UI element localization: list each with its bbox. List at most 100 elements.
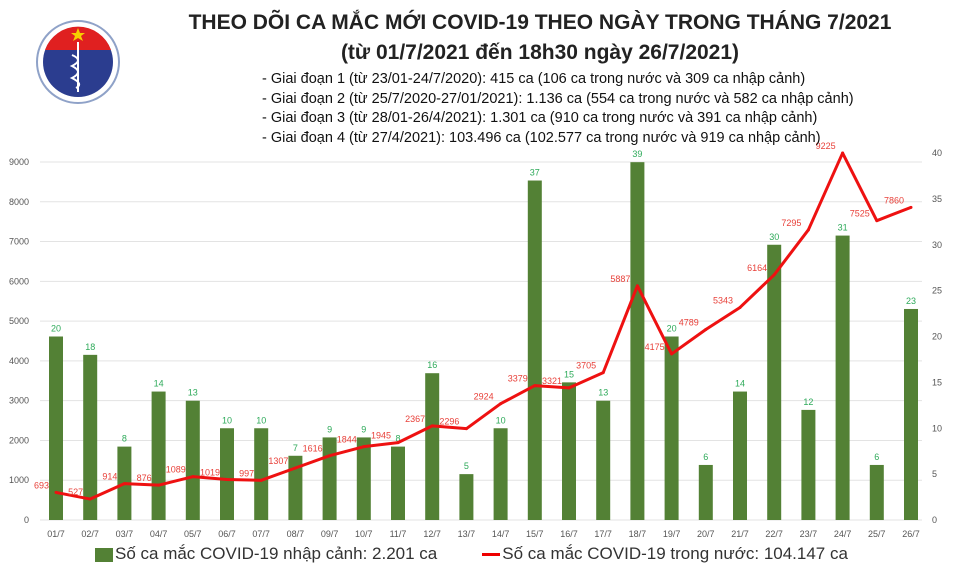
line-point <box>533 384 537 388</box>
bar-data-label: 12 <box>803 397 813 407</box>
x-tick-label: 06/7 <box>218 529 236 539</box>
line-data-label: 876 <box>137 473 152 483</box>
bar-data-label: 8 <box>395 434 400 444</box>
right-tick-label: 5 <box>932 469 937 479</box>
line-point <box>635 284 639 288</box>
line-data-label: 997 <box>239 468 254 478</box>
bar-data-label: 14 <box>154 379 164 389</box>
line-point <box>738 305 742 309</box>
left-tick-label: 8000 <box>9 197 29 207</box>
bar-data-label: 20 <box>667 324 677 334</box>
line-data-label: 527 <box>68 487 83 497</box>
bar <box>185 400 200 520</box>
line-point <box>430 424 434 428</box>
line-data-label: 7295 <box>781 218 801 228</box>
axes: 0 1000 2000 3000 4000 5000 6000 7000 8000 9000 0 5 1… <box>9 148 942 539</box>
x-tick-label: 21/7 <box>731 529 749 539</box>
bar <box>767 244 782 520</box>
chart-title: THEO DÕI CA MẮC MỚI COVID-19 THEO NGÀY T… <box>150 8 930 68</box>
x-tick-label: 25/7 <box>868 529 886 539</box>
bars: 20 18 8 14 13 10 10 7 9 9 8 16 5 10 37 15 13 39 20 6 14 30 12 3… <box>49 149 918 521</box>
note: - Giai đoạn 4 (từ 27/4/2021): 103.496 ca… <box>262 129 821 146</box>
bar-data-label: 10 <box>496 415 506 425</box>
notes: - Giai đoạn 1 (từ 23/01-24/7/2020): 415 … <box>262 70 854 148</box>
right-tick-label: 25 <box>932 286 942 296</box>
line-point <box>293 466 297 470</box>
bar-data-label: 20 <box>51 324 61 334</box>
line-point <box>396 441 400 445</box>
x-tick-label: 05/7 <box>184 529 202 539</box>
note: - Giai đoạn 1 (từ 23/01-24/7/2020): 415 … <box>262 71 806 87</box>
x-tick-label: 11/7 <box>390 529 407 539</box>
bar-data-label: 37 <box>530 168 540 178</box>
right-tick-label: 10 <box>932 423 942 433</box>
bar <box>254 428 269 520</box>
line-point <box>122 482 126 486</box>
line-data-label: 5343 <box>713 295 733 305</box>
bar-data-label: 15 <box>564 369 574 379</box>
line-point <box>704 328 708 332</box>
x-tick-label: 16/7 <box>560 529 578 539</box>
line-data-label: 1019 <box>200 467 220 477</box>
x-tick-label: 04/7 <box>150 529 168 539</box>
right-tick-label: 35 <box>932 194 942 204</box>
bar <box>356 437 371 520</box>
line-point <box>362 445 366 449</box>
line-point <box>806 228 810 232</box>
left-tick-label: 3000 <box>9 396 29 406</box>
left-tick-label: 7000 <box>9 237 29 247</box>
x-tick-label: 12/7 <box>423 529 441 539</box>
x-tick-label: 22/7 <box>765 529 783 539</box>
line-point <box>191 475 195 479</box>
line-data-label: 3321 <box>542 376 562 386</box>
bar <box>835 235 850 520</box>
bar-data-label: 8 <box>122 434 127 444</box>
bar-data-label: 6 <box>874 452 879 462</box>
bar-data-label: 10 <box>256 415 266 425</box>
line-data-label: 5887 <box>610 274 630 284</box>
left-tick-label: 4000 <box>9 356 29 366</box>
line-data-label: 7525 <box>850 209 870 219</box>
right-tick-label: 20 <box>932 332 942 342</box>
bar-data-label: 6 <box>703 452 708 462</box>
legend: Số ca mắc COVID-19 nhập cảnh: 2.201 ca S… <box>95 544 848 564</box>
bar-data-label: 5 <box>464 461 469 471</box>
x-tick-label: 02/7 <box>81 529 99 539</box>
line-point <box>499 402 503 406</box>
x-tick-label: 03/7 <box>116 529 134 539</box>
bar-data-label: 39 <box>632 149 642 159</box>
right-tick-label: 0 <box>932 515 937 525</box>
bar <box>630 162 645 521</box>
line-data-label: 4789 <box>679 318 699 328</box>
right-tick-label: 40 <box>932 148 942 158</box>
bar-data-label: 13 <box>188 388 198 398</box>
bar <box>425 373 440 520</box>
line-point <box>567 386 571 390</box>
line-point <box>88 497 92 501</box>
line-point <box>601 371 605 375</box>
x-tick-label: 23/7 <box>800 529 818 539</box>
line-swatch-icon <box>482 553 501 557</box>
bar <box>151 391 166 520</box>
bar <box>49 336 63 520</box>
line-data-label: 9225 <box>816 141 836 151</box>
bar-data-label: 10 <box>222 415 232 425</box>
line-data-label: 4175 <box>645 342 665 352</box>
line-data-label: 7860 <box>884 195 904 205</box>
line-point <box>157 483 161 487</box>
legend-domestic: Số ca mắc COVID-19 trong nước: 104.147 c… <box>482 544 848 564</box>
x-tick-label: 07/7 <box>252 529 270 539</box>
x-tick-label: 14/7 <box>492 529 510 539</box>
line-point <box>225 477 229 481</box>
line-point <box>259 478 263 482</box>
bar <box>904 308 918 520</box>
bar-data-label: 14 <box>735 379 745 389</box>
bar-data-label: 9 <box>327 424 332 434</box>
x-tick-label: 20/7 <box>697 529 715 539</box>
line-data-label: 3379 <box>508 374 528 384</box>
left-tick-label: 1000 <box>9 475 29 485</box>
line-data-label: 3705 <box>576 361 596 371</box>
line-data-label: 693 <box>34 480 49 490</box>
